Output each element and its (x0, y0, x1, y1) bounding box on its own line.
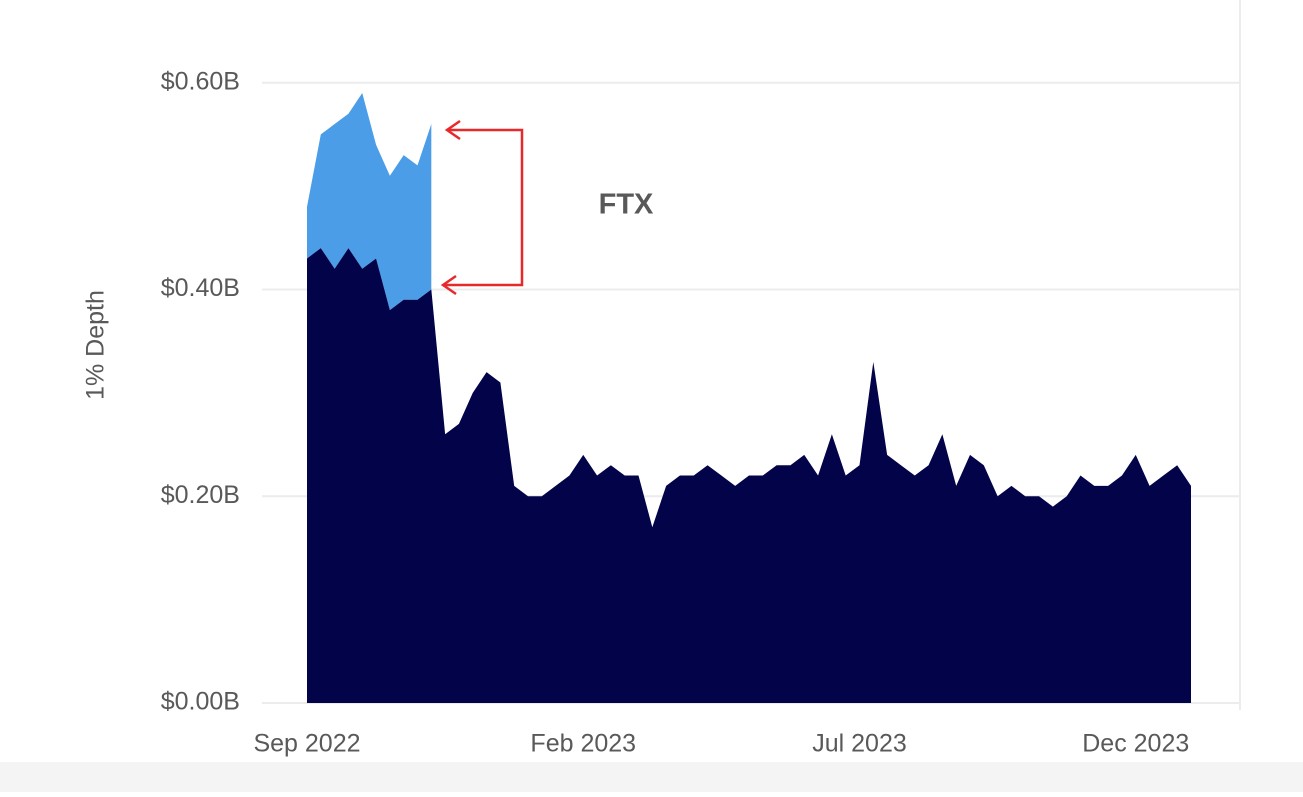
arrow-head (444, 119, 461, 141)
y-tick-label: $0.40B (161, 274, 240, 302)
x-tick-label: Dec 2023 (1082, 730, 1189, 758)
y-tick-label: $0.20B (161, 481, 240, 509)
arrow-head (440, 274, 457, 296)
areas (307, 93, 1191, 703)
footer-strip (0, 762, 1303, 792)
x-tick-label: Jul 2023 (812, 730, 907, 758)
labels: $0.00B $0.20B $0.40B $0.60B Sep 2022 Feb 2023… (161, 67, 1190, 757)
y-tick-label: $0.00B (161, 688, 240, 716)
x-tick-label: Feb 2023 (530, 730, 636, 758)
y-tick-label: $0.60B (161, 67, 240, 95)
y-axis-title: 1% Depth (82, 290, 110, 400)
annotation: FTX (599, 189, 654, 221)
area (307, 93, 432, 311)
area (307, 248, 1191, 703)
annotation-arrows (440, 119, 524, 296)
bracket (443, 128, 524, 287)
x-tick-label: Sep 2022 (253, 730, 360, 758)
